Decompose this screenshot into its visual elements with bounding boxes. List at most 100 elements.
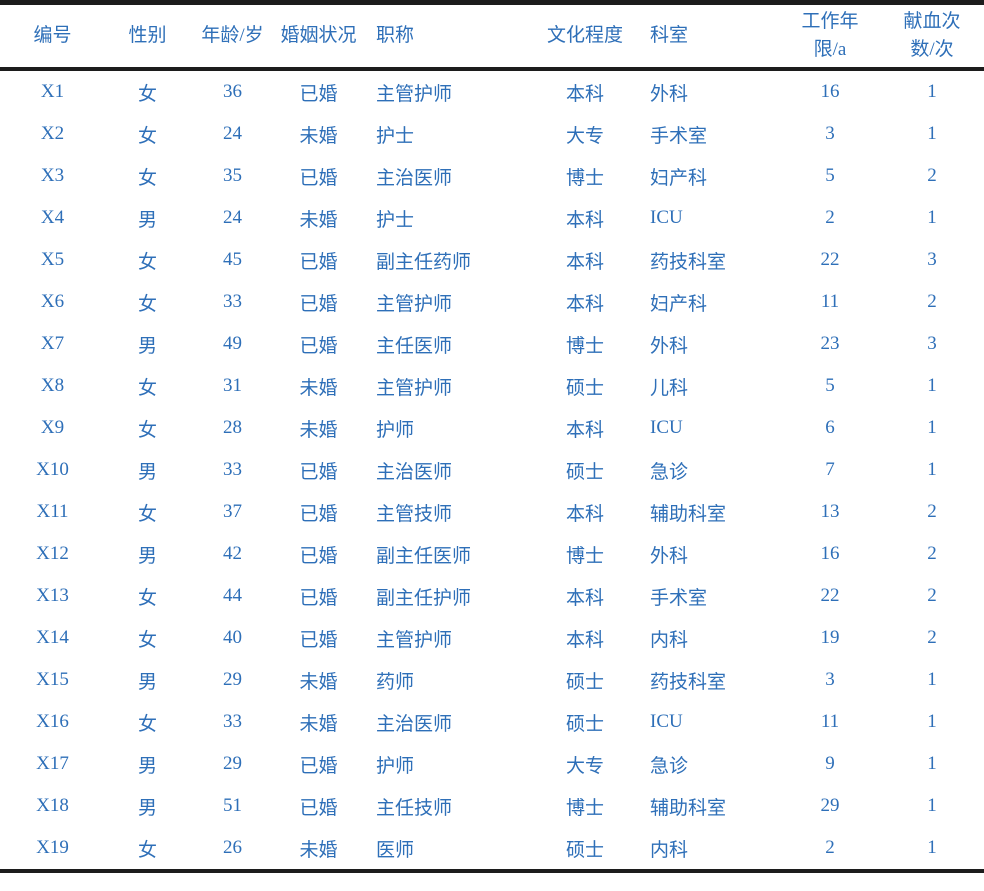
table-cell: 33: [223, 291, 242, 312]
table-cell: X17: [36, 753, 69, 774]
table-cell: 已婚: [299, 545, 338, 567]
table-cell: 37: [223, 501, 242, 522]
table-cell: 外科: [650, 335, 689, 357]
column-header-label: 献血次数/次: [903, 11, 961, 60]
table-cell: 29: [223, 669, 242, 690]
table-cell: 男: [137, 671, 157, 693]
table-cell: 护士: [376, 209, 415, 231]
table-cell: X5: [40, 249, 65, 270]
column-header: 工作年限/a: [780, 3, 880, 70]
table-cell: 主任医师: [376, 335, 453, 357]
table-cell: 手术室: [650, 125, 708, 147]
table-cell: 妇产科: [650, 167, 708, 189]
table-cell: 1: [927, 81, 937, 102]
table-cell: 2: [825, 837, 835, 858]
table-cell: X6: [40, 291, 65, 312]
table-row: X17 男 29 已婚 护师 大专 急诊 9 1: [0, 743, 984, 785]
table-cell: 本科: [565, 503, 604, 525]
table-cell: 硕士: [565, 713, 604, 735]
table-row: X14 女 40 已婚 主管护师 本科 内科 19 2: [0, 617, 984, 659]
table-cell: 42: [223, 543, 242, 564]
table-cell: 33: [223, 711, 242, 732]
table-cell: 女: [137, 839, 157, 861]
table-cell: 6: [825, 417, 835, 438]
table-cell: 博士: [565, 335, 604, 357]
table-cell: 2: [825, 207, 835, 228]
table-row: X5 女 45 已婚 副主任药师 本科 药技科室 22 3: [0, 239, 984, 281]
table-cell: 男: [137, 335, 157, 357]
table-cell: 1: [927, 123, 937, 144]
table-cell: 1: [927, 459, 937, 480]
table-cell: 1: [927, 711, 937, 732]
table-cell: 36: [223, 81, 242, 102]
table-cell: 急诊: [650, 755, 689, 777]
table-cell: 11: [820, 711, 840, 732]
table-cell: 医师: [376, 839, 415, 861]
table-cell: 女: [137, 419, 157, 441]
table-cell: 35: [223, 165, 242, 186]
table-cell: 5: [825, 375, 835, 396]
table-cell: 2: [927, 543, 937, 564]
column-header-label: 工作年限/a: [801, 11, 859, 60]
table-cell: 已婚: [299, 167, 338, 189]
table-cell: 40: [223, 627, 242, 648]
table-cell: 内科: [650, 629, 689, 651]
table-cell: 1: [927, 795, 937, 816]
table-cell: 护师: [376, 755, 415, 777]
table-cell: 副主任护师: [376, 587, 472, 609]
table-row: X10 男 33 已婚 主治医师 硕士 急诊 7 1: [0, 449, 984, 491]
column-header-label: 科室: [650, 25, 689, 47]
table-cell: 未婚: [299, 839, 338, 861]
table-cell: 手术室: [650, 587, 708, 609]
table-cell: 2: [927, 165, 937, 186]
table-cell: 护士: [376, 125, 415, 147]
table-cell: ICU: [650, 207, 683, 228]
table-cell: 未婚: [299, 713, 338, 735]
table-cell: 3: [825, 669, 835, 690]
table-row: X19 女 26 未婚 医师 硕士 内科 2 1: [0, 827, 984, 871]
table-cell: 已婚: [299, 587, 338, 609]
table-cell: 3: [927, 333, 937, 354]
table-cell: 已婚: [299, 629, 338, 651]
table-cell: 女: [137, 587, 157, 609]
table-cell: 1: [927, 207, 937, 228]
column-header-label: 年龄/岁: [201, 25, 264, 47]
table-cell: 主管护师: [376, 293, 453, 315]
table-cell: 已婚: [299, 251, 338, 273]
table-cell: 26: [223, 837, 242, 858]
column-header-label: 文化程度: [546, 25, 623, 47]
table-cell: X12: [36, 543, 69, 564]
table-cell: 2: [927, 291, 937, 312]
table-row: X4 男 24 未婚 护士 本科 ICU 2 1: [0, 197, 984, 239]
table-cell: 13: [820, 501, 840, 522]
header-row: 编号 性别 年龄/岁 婚姻状况 职称 文化程度 科室 工作年限/a 献血次数/次: [0, 3, 984, 70]
table-cell: 内科: [650, 839, 689, 861]
table-cell: X1: [40, 81, 65, 102]
table-cell: 硕士: [565, 461, 604, 483]
table-cell: 28: [223, 417, 242, 438]
table-cell: 男: [137, 797, 157, 819]
table-cell: 24: [223, 207, 242, 228]
table-cell: 主管护师: [376, 83, 453, 105]
table-cell: 已婚: [299, 461, 338, 483]
table-cell: 护师: [376, 419, 415, 441]
column-header: 职称: [362, 3, 530, 70]
table-row: X9 女 28 未婚 护师 本科 ICU 6 1: [0, 407, 984, 449]
column-header: 献血次数/次: [880, 3, 984, 70]
staff-demographics-table: 编号 性别 年龄/岁 婚姻状况 职称 文化程度 科室 工作年限/a 献血次数/次 X1 女 36 已婚…: [0, 0, 984, 873]
table-cell: X13: [36, 585, 69, 606]
table-cell: 23: [820, 333, 840, 354]
table-cell: 主任技师: [376, 797, 453, 819]
table-row: X12 男 42 已婚 副主任医师 博士 外科 16 2: [0, 533, 984, 575]
table-row: X7 男 49 已婚 主任医师 博士 外科 23 3: [0, 323, 984, 365]
table-cell: 已婚: [299, 503, 338, 525]
table-cell: 女: [137, 503, 157, 525]
table-cell: 大专: [565, 755, 604, 777]
table-cell: 5: [825, 165, 835, 186]
table-cell: 辅助科室: [650, 797, 727, 819]
table-cell: 硕士: [565, 671, 604, 693]
table-cell: 1: [927, 753, 937, 774]
table-cell: X15: [36, 669, 69, 690]
table-cell: 2: [927, 501, 937, 522]
table-cell: 外科: [650, 545, 689, 567]
